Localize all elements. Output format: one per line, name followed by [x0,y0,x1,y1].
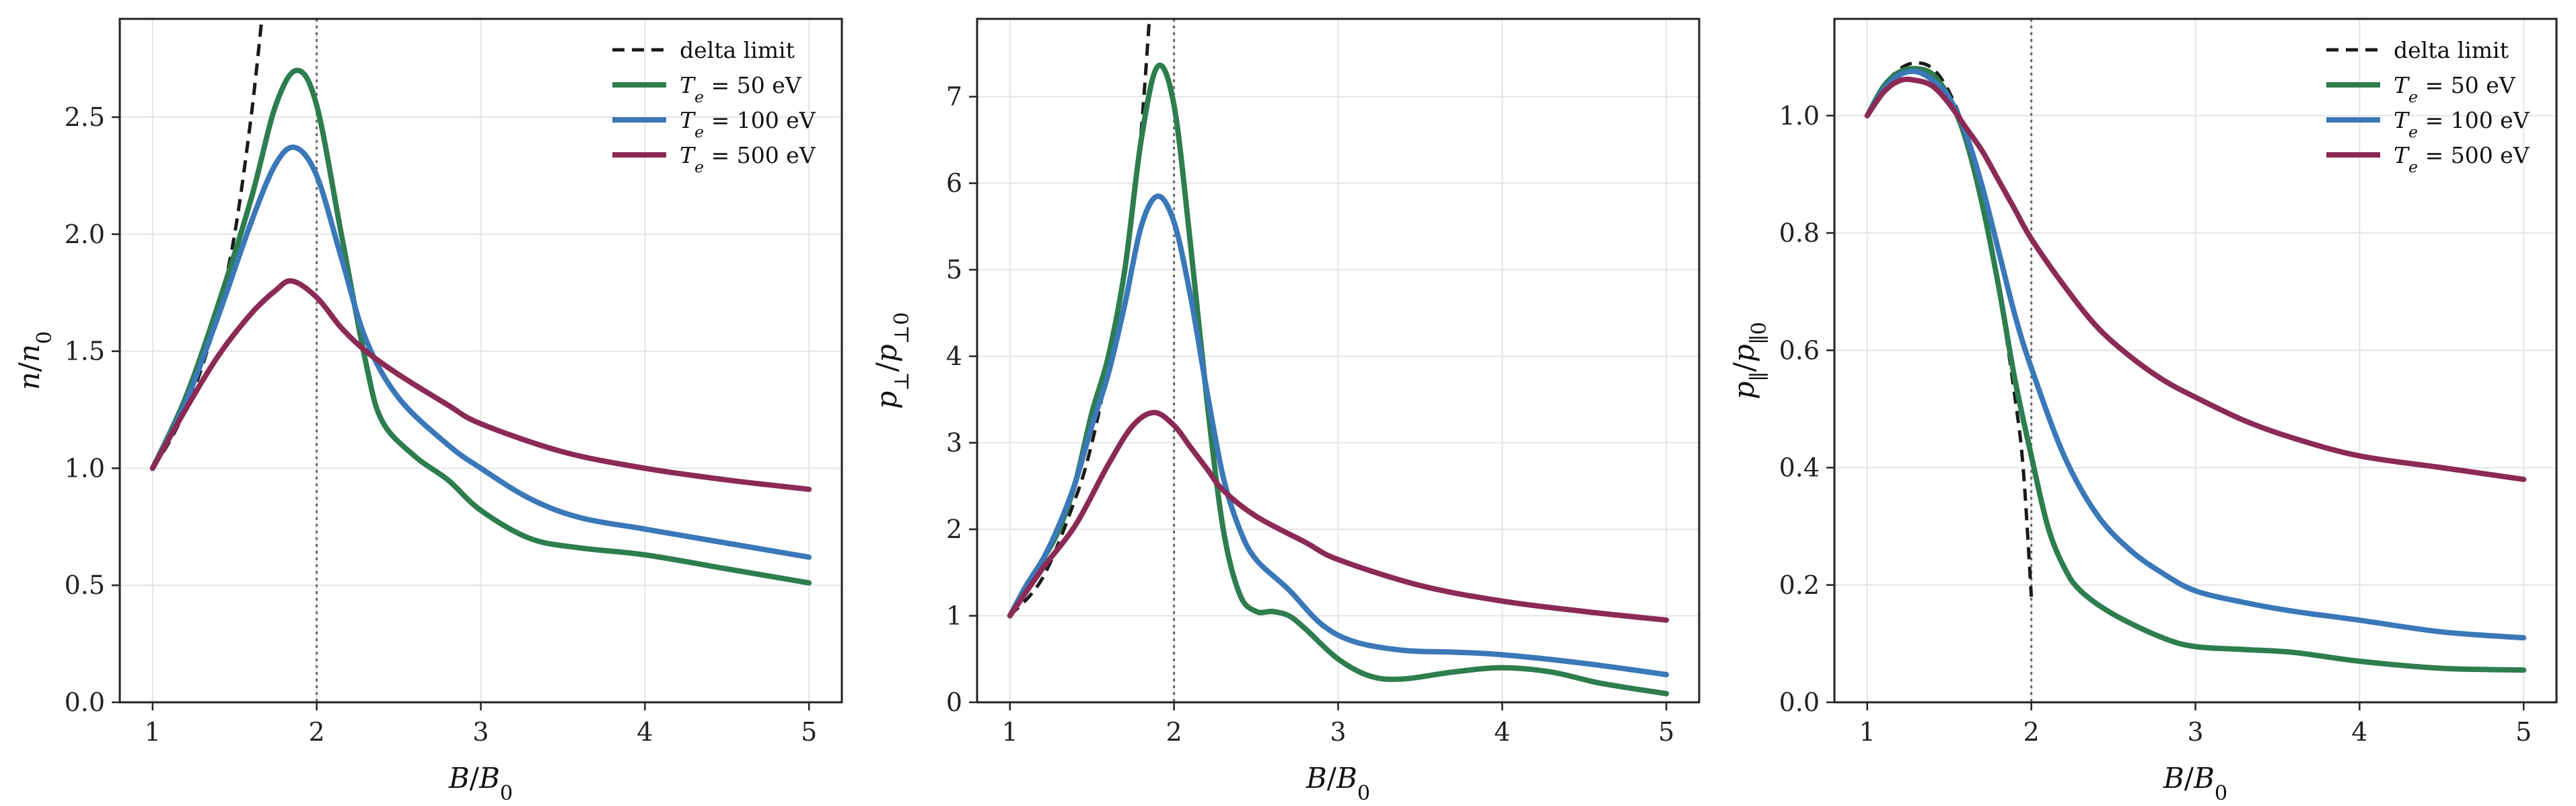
x-tick-label: 1 [1002,717,1018,747]
x-tick-label: 2 [1166,717,1182,747]
legend-label-te100: Te = 100 eV [2394,107,2530,141]
x-axis-label: B/B0 [2163,762,2227,805]
x-tick-label: 5 [801,717,817,747]
x-tick-label: 5 [1658,717,1674,747]
x-tick-label: 3 [1330,717,1346,747]
x-tick-label: 4 [637,717,653,747]
x-tick-label: 1 [1859,717,1875,747]
y-tick-label: 0.2 [1779,570,1820,600]
y-tick-label: 0.0 [1779,687,1820,717]
y-tick-label: 0.8 [1779,218,1820,248]
x-tick-label: 4 [1494,717,1510,747]
legend-label-te50: Te = 50 eV [2394,72,2516,106]
y-tick-label: 2 [946,514,962,544]
y-tick-label: 0.6 [1779,335,1820,365]
y-tick-label: 0.5 [65,570,105,600]
y-tick-label: 1.5 [65,337,105,366]
legend-label-te50: Te = 50 eV [680,72,802,106]
y-tick-label: 7 [946,82,962,112]
y-tick-label: 1.0 [65,453,105,483]
panel-perp-pressure: 1 2 3 4 5 0 1 2 3 4 5 6 7 B/B0 p⊥/p⊥0 [870,18,1701,805]
legend-label-delta: delta limit [2394,37,2509,63]
x-tick-label: 3 [2187,717,2203,747]
x-axis-label: B/B0 [1305,762,1370,805]
legend-label-te500: Te = 500 eV [2394,142,2530,176]
y-tick-label: 1.0 [1779,101,1820,131]
series-line-te500 [1864,76,2527,482]
x-tick-label: 3 [472,717,489,747]
y-tick-label: 3 [946,428,962,458]
panel-parallel-pressure: 1 2 3 4 5 0.0 0.2 0.4 0.6 0.8 1.0 B/B0 p∥/p∥0 delta l… [1727,18,2558,805]
series-line-delta [1008,19,1151,617]
series-line-te100 [1864,68,2527,641]
x-tick-label: 1 [145,717,161,747]
legend-label-te500: Te = 500 eV [680,142,816,176]
y-tick-label: 6 [946,168,962,198]
y-tick-label: 2.0 [65,220,105,249]
y-tick-label: 0.0 [65,687,105,717]
series-line-te100 [149,144,812,560]
panel-density: 1 2 3 4 5 0.0 0.5 1.0 1.5 2.0 2.5 B/B0 n/n0 delta lim… [13,18,843,805]
y-axis-label: n/n0 [13,331,57,391]
x-tick-label: 2 [309,717,325,747]
series-line-te500 [149,278,812,492]
y-axis-label: p∥/p∥0 [1727,322,1771,399]
series-line-te100 [1007,193,1670,677]
y-tick-label: 0 [946,687,962,717]
y-tick-label: 1 [946,601,962,631]
series-line-te50 [1864,65,2527,673]
y-tick-label: 4 [946,341,962,371]
series-line-te500 [1007,409,1670,623]
y-tick-label: 0.4 [1779,453,1820,483]
x-tick-label: 2 [2024,717,2040,747]
y-tick-label: 2.5 [65,102,105,132]
legend-label-delta: delta limit [680,37,795,63]
y-tick-label: 5 [946,255,962,285]
x-tick-label: 4 [2351,717,2367,747]
x-axis-label: B/B0 [448,762,513,805]
y-axis-label: p⊥/p⊥0 [870,312,914,409]
x-tick-label: 5 [2515,717,2532,747]
legend-label-te100: Te = 100 eV [680,107,816,141]
